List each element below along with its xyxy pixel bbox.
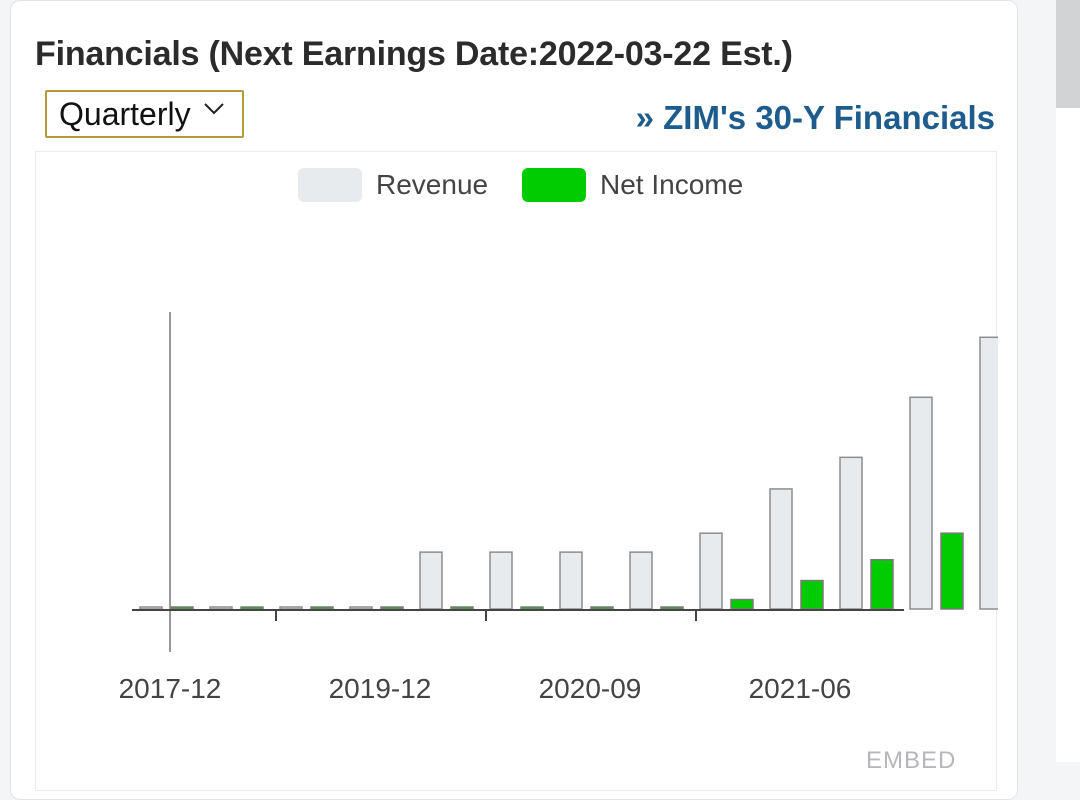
revenue-bar-6 (559, 551, 583, 610)
net-income-bar-6 (590, 606, 614, 610)
revenue-bar-3 (349, 606, 373, 610)
net-income-bar-7 (660, 606, 684, 610)
revenue-bar-7 (629, 551, 653, 610)
scrollbar-thumb[interactable] (1056, 0, 1080, 108)
net-income-bar-8 (730, 598, 754, 610)
x-tick-label-0: 2017-12 (119, 673, 222, 704)
x-tick-label-3: 2021-06 (749, 673, 852, 704)
revenue-bar-11 (909, 396, 933, 610)
thirty-year-financials-link[interactable]: » ZIM's 30-Y Financials (635, 99, 995, 136)
revenue-bar-4 (419, 551, 443, 610)
revenue-bar-1 (209, 606, 233, 610)
revenue-bar-0 (139, 606, 163, 610)
net-income-bar-10 (870, 558, 894, 610)
page-title: Financials (Next Earnings Date:2022-03-2… (35, 35, 793, 73)
legend-label-revenue: Revenue (376, 169, 488, 200)
financials-card: Financials (Next Earnings Date:2022-03-2… (10, 0, 1018, 800)
financials-chart: Revenue Net Income 2017-12 2019-12 2020-09 20… (119, 168, 998, 704)
legend-swatch-revenue (298, 168, 362, 202)
net-income-bar-11 (940, 532, 964, 610)
net-income-bar-9 (800, 579, 824, 610)
period-select-value: Quarterly (59, 95, 191, 132)
revenue-bar-9 (769, 488, 793, 610)
legend-label-net-income: Net Income (600, 169, 743, 200)
net-income-bar-0 (170, 606, 194, 610)
net-income-bar-2 (310, 606, 334, 610)
chart-panel: Revenue Net Income 2017-12 2019-12 2020-09 20… (35, 151, 998, 791)
net-income-bar-1 (240, 606, 264, 610)
x-tick-label-1: 2019-12 (329, 673, 432, 704)
net-income-bar-4 (450, 606, 474, 610)
chevron-down-icon (203, 102, 225, 121)
revenue-bar-2 (279, 606, 303, 610)
period-select[interactable]: Quarterly (45, 90, 244, 138)
net-income-bar-5 (520, 606, 544, 610)
revenue-bar-5 (489, 551, 513, 610)
revenue-bar-10 (839, 456, 863, 610)
revenue-bar-8 (699, 532, 723, 610)
net-income-bar-3 (380, 606, 404, 610)
revenue-bar-12 (979, 336, 998, 610)
x-tick-label-2: 2020-09 (539, 673, 642, 704)
embed-link[interactable]: EMBED (866, 747, 957, 774)
legend-swatch-net-income (522, 168, 586, 202)
scrollbar-track[interactable] (1056, 0, 1080, 762)
